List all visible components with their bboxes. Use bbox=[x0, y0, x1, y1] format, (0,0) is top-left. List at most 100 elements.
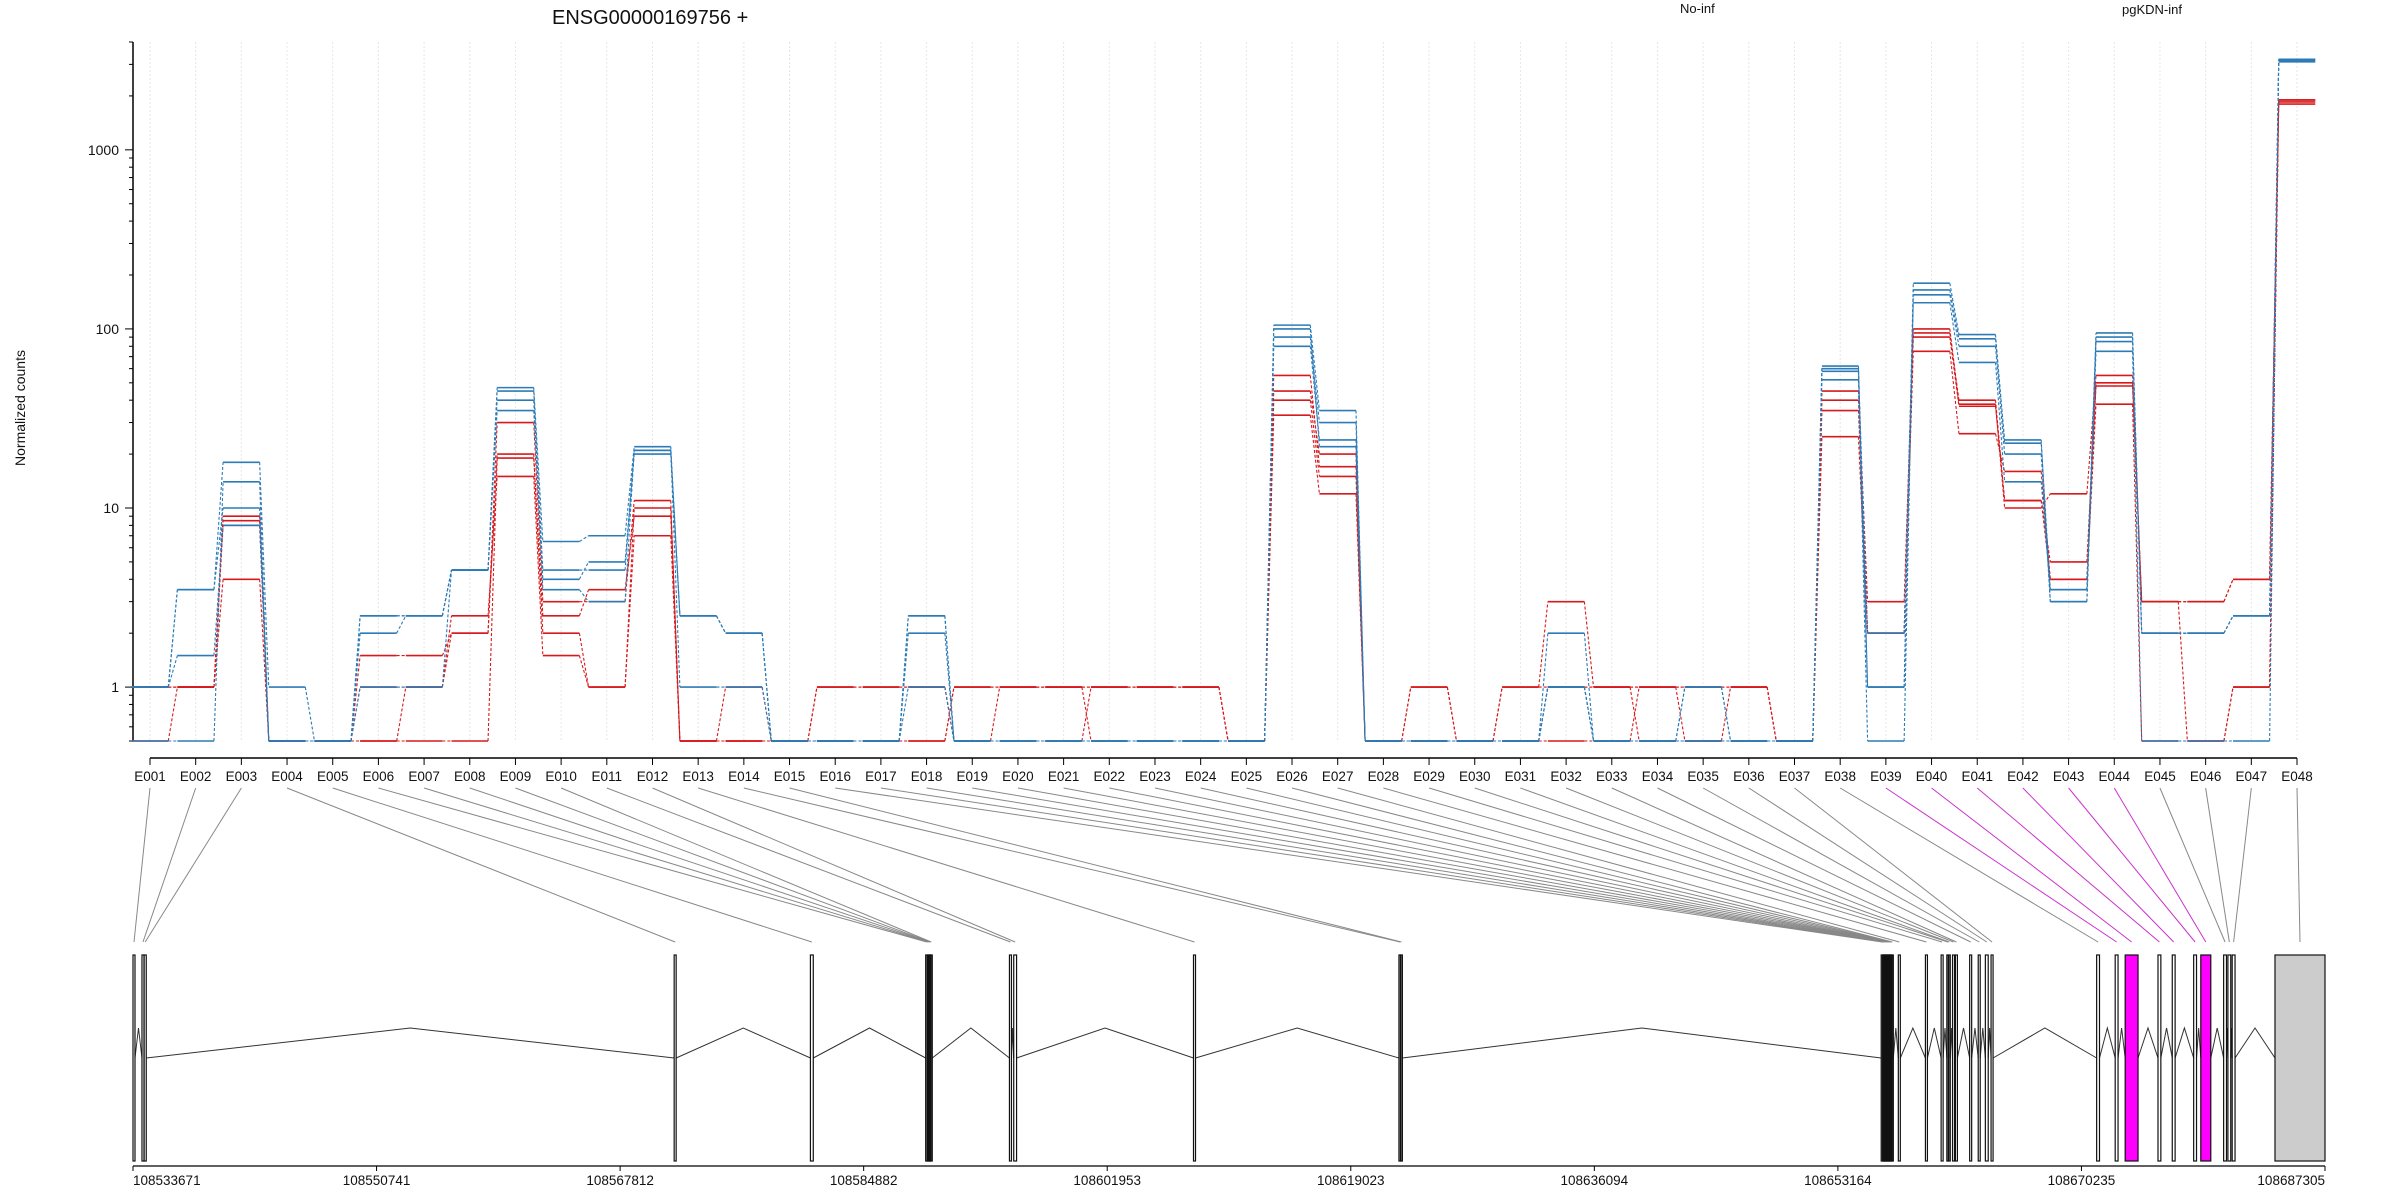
series-connector bbox=[441, 570, 453, 688]
grid-lines bbox=[149, 42, 2298, 741]
exon-E039 bbox=[2114, 954, 2119, 1162]
series-connector bbox=[1720, 686, 1732, 742]
x-tick-label: E034 bbox=[1642, 769, 1674, 784]
series-connector bbox=[2086, 341, 2097, 590]
genomic-tick-label: 108636094 bbox=[1561, 1173, 1629, 1188]
series-connector bbox=[1675, 686, 1686, 742]
genomic-axis: 108533671 108550741 108567812 108584882 1086… bbox=[132, 1165, 2326, 1188]
series-connector bbox=[441, 569, 453, 616]
exon-E036 bbox=[1984, 954, 1989, 1162]
connector-line bbox=[332, 787, 812, 943]
genomic-tick-label: 108550741 bbox=[343, 1173, 411, 1188]
series-connector bbox=[1309, 325, 1320, 411]
series-connector bbox=[2131, 404, 2143, 742]
x-tick-label: E010 bbox=[545, 769, 577, 784]
intron-line bbox=[1979, 1027, 1986, 1059]
exon-E027 bbox=[1897, 954, 1901, 1162]
connector-line bbox=[743, 787, 1401, 943]
legend-no-inf: No-inf bbox=[1680, 1, 1715, 16]
series-connector bbox=[167, 655, 178, 688]
intron-line bbox=[2210, 1027, 2225, 1059]
exon-E045 bbox=[2223, 954, 2228, 1162]
exon-E044 bbox=[2200, 954, 2212, 1162]
series-connector bbox=[1949, 351, 1960, 434]
intron-line bbox=[2174, 1026, 2195, 1059]
series-layer bbox=[131, 58, 2316, 742]
x-tick-label: E044 bbox=[2099, 769, 2131, 784]
series-connector bbox=[396, 686, 407, 742]
series-connector bbox=[350, 633, 361, 742]
series-connector bbox=[213, 481, 224, 742]
series-connector bbox=[1949, 283, 1960, 335]
exon-E029 bbox=[1940, 954, 1944, 1162]
connector-line bbox=[1565, 787, 1954, 943]
connector-line bbox=[835, 787, 1883, 943]
series-connector bbox=[1857, 379, 1869, 742]
series-connector bbox=[670, 507, 681, 742]
series-connector bbox=[213, 525, 224, 656]
series-connector bbox=[1583, 601, 1595, 688]
connector-line bbox=[1109, 787, 1889, 943]
connector-line bbox=[1154, 787, 1890, 943]
x-tick-label: E048 bbox=[2281, 769, 2313, 784]
series-connector bbox=[1264, 328, 1275, 742]
series-connector bbox=[350, 655, 361, 742]
series-connector bbox=[1949, 289, 1960, 339]
x-tick-label: E033 bbox=[1596, 769, 1628, 784]
connector-line bbox=[1657, 787, 1971, 943]
connector-line bbox=[1474, 787, 1948, 943]
exon-E011 bbox=[1008, 954, 1013, 1162]
series-connector bbox=[898, 615, 909, 742]
x-tick-label: E007 bbox=[408, 769, 440, 784]
connector-line bbox=[2233, 787, 2252, 943]
series-connector bbox=[624, 516, 635, 590]
series-connector bbox=[1949, 294, 1960, 347]
exon-E046 bbox=[2227, 954, 2232, 1162]
series-4 bbox=[131, 99, 2316, 742]
series-connector bbox=[1538, 686, 1549, 742]
series-connector bbox=[1583, 633, 1595, 742]
series-connector bbox=[1994, 433, 2006, 472]
connector-line bbox=[133, 787, 151, 943]
series-connector bbox=[533, 410, 544, 580]
connector-line bbox=[144, 787, 242, 943]
exon-E010 bbox=[929, 954, 933, 1162]
exon-E015 bbox=[1399, 954, 1403, 1162]
x-tick-label: E042 bbox=[2007, 769, 2039, 784]
intron-line bbox=[1926, 1027, 1942, 1059]
series-1 bbox=[131, 99, 2316, 742]
series-connector bbox=[396, 615, 407, 634]
series-connector bbox=[624, 446, 635, 536]
exon-E005 bbox=[809, 954, 814, 1162]
series-connector bbox=[1994, 406, 2006, 501]
genomic-tick-label: 108619023 bbox=[1317, 1173, 1385, 1188]
x-tick-label: E003 bbox=[226, 769, 258, 784]
intron-line bbox=[2117, 1027, 2126, 1059]
series-connector bbox=[1766, 686, 1777, 742]
series-connector bbox=[670, 454, 681, 616]
intron-line bbox=[146, 1027, 675, 1059]
x-tick-label: E027 bbox=[1322, 769, 1354, 784]
series-connector bbox=[213, 462, 224, 590]
series-connector bbox=[944, 686, 955, 742]
intron-line bbox=[1892, 1027, 1899, 1059]
series-connector bbox=[989, 686, 1001, 742]
series-connector bbox=[1857, 371, 1869, 634]
series-connector bbox=[1949, 328, 1960, 405]
series-connector bbox=[259, 525, 270, 742]
series-connector bbox=[578, 589, 589, 602]
intron-line bbox=[1956, 1027, 1971, 1059]
series-connector bbox=[304, 686, 315, 742]
genomic-tick-label: 108533671 bbox=[133, 1173, 201, 1188]
exon-E004 bbox=[673, 954, 677, 1162]
x-tick-label: E013 bbox=[682, 769, 714, 784]
exon-E028 bbox=[1924, 954, 1929, 1162]
x-tick-label: E021 bbox=[1048, 769, 1080, 784]
connector-line bbox=[560, 787, 932, 943]
connector-line bbox=[286, 787, 676, 943]
series-connector bbox=[624, 535, 635, 688]
connector-line bbox=[1383, 787, 1927, 943]
genomic-tick-label: 108601953 bbox=[1073, 1173, 1141, 1188]
x-tick-label: E037 bbox=[1779, 769, 1811, 784]
series-connector bbox=[944, 615, 955, 742]
